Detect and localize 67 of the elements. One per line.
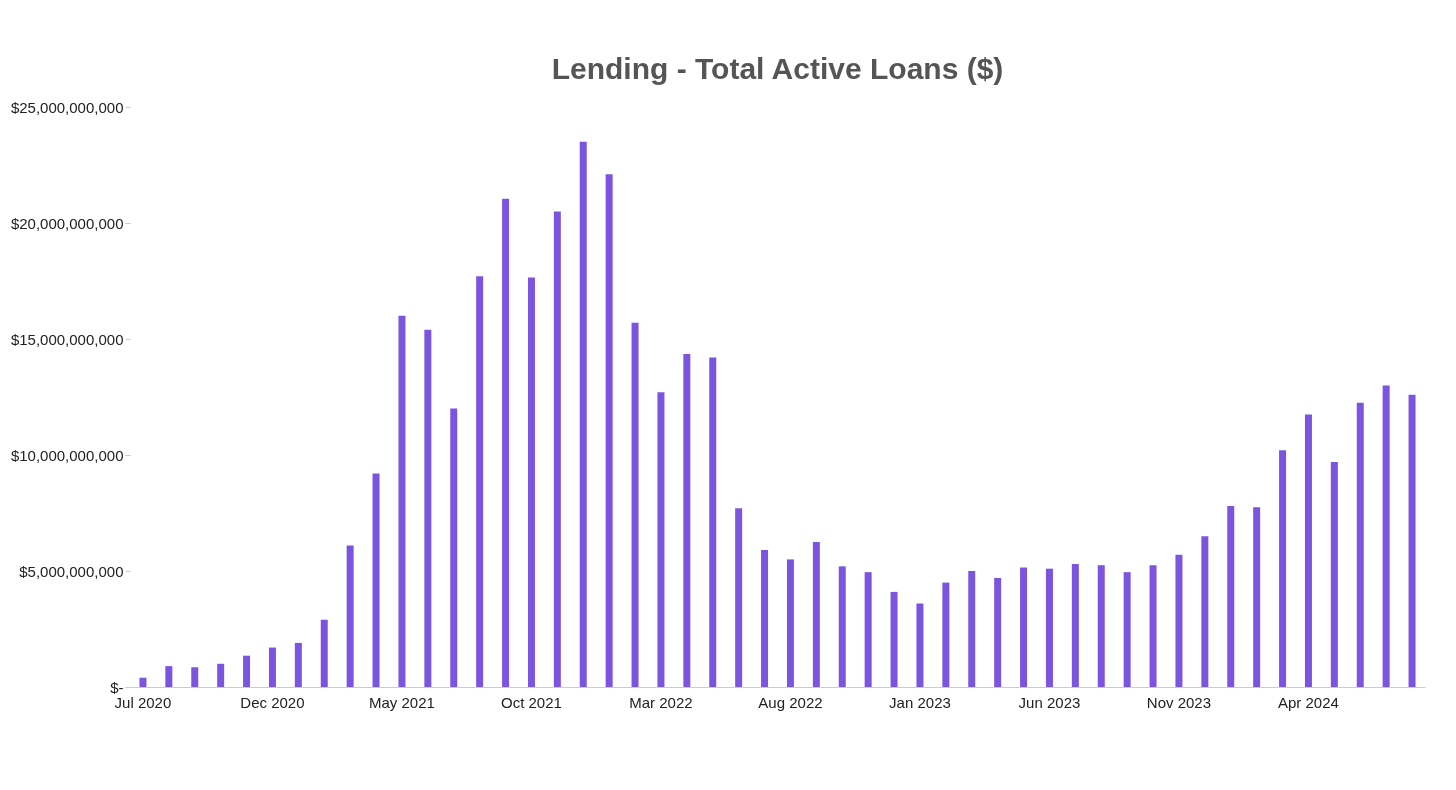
bar bbox=[320, 619, 328, 687]
x-tick-label: Nov 2023 bbox=[1146, 693, 1212, 711]
x-tick-label: Dec 2020 bbox=[240, 693, 305, 711]
bar bbox=[1279, 450, 1287, 687]
x-tick-label: May 2021 bbox=[369, 693, 435, 711]
y-tick-label: $- bbox=[110, 678, 124, 696]
y-tick-label: $10,000,000,000 bbox=[10, 446, 124, 464]
bar bbox=[1175, 554, 1183, 687]
bar bbox=[631, 322, 639, 687]
bar bbox=[657, 392, 665, 687]
bar bbox=[838, 566, 846, 687]
bar bbox=[683, 354, 691, 687]
bar bbox=[1071, 564, 1079, 687]
bar bbox=[398, 315, 406, 687]
bar bbox=[1330, 461, 1338, 687]
y-tick-label: $25,000,000,000 bbox=[10, 98, 124, 116]
x-tick-label: Mar 2022 bbox=[629, 693, 693, 711]
bar bbox=[1201, 536, 1209, 687]
bar bbox=[786, 559, 794, 687]
y-tick-label: $15,000,000,000 bbox=[10, 330, 124, 348]
bar bbox=[916, 603, 924, 687]
bar bbox=[1253, 507, 1261, 687]
bar bbox=[1304, 414, 1312, 687]
bar bbox=[1123, 572, 1131, 687]
bar bbox=[553, 211, 561, 687]
bar bbox=[243, 655, 251, 687]
bar bbox=[268, 647, 276, 687]
bar bbox=[890, 591, 898, 687]
bar bbox=[761, 550, 769, 687]
bar bbox=[1227, 506, 1235, 687]
bar bbox=[346, 545, 354, 687]
x-tick-label: Jan 2023 bbox=[889, 693, 951, 711]
bar bbox=[942, 582, 950, 687]
bar bbox=[1020, 567, 1028, 687]
bar bbox=[579, 141, 587, 687]
bar bbox=[968, 571, 976, 687]
bar bbox=[994, 577, 1002, 687]
bar bbox=[709, 357, 717, 687]
x-tick-label: Oct 2021 bbox=[501, 693, 562, 711]
y-tick-label: $20,000,000,000 bbox=[10, 214, 124, 232]
y-tick-label: $5,000,000,000 bbox=[19, 562, 124, 580]
bar bbox=[294, 642, 302, 687]
bar bbox=[165, 666, 173, 687]
x-tick-label: Jun 2023 bbox=[1018, 693, 1081, 711]
bar bbox=[1097, 565, 1105, 687]
bar bbox=[605, 174, 613, 687]
bar bbox=[191, 667, 199, 687]
bar bbox=[1045, 568, 1053, 687]
x-tick-label: Apr 2024 bbox=[1278, 693, 1339, 711]
x-tick-label: Aug 2022 bbox=[758, 693, 823, 711]
bar bbox=[1356, 402, 1364, 687]
bar bbox=[476, 276, 484, 687]
bar bbox=[372, 473, 380, 687]
bar bbox=[1408, 394, 1416, 687]
x-tick-label: Jul 2020 bbox=[114, 693, 172, 711]
bar bbox=[1149, 565, 1157, 687]
bar bbox=[1382, 385, 1390, 687]
bar bbox=[424, 329, 432, 687]
bar bbox=[735, 508, 743, 687]
bar bbox=[139, 677, 147, 687]
bar bbox=[812, 542, 820, 687]
chart-title: Lending - Total Active Loans ($) bbox=[551, 52, 1004, 85]
bar bbox=[864, 572, 872, 687]
bar bbox=[527, 277, 535, 687]
bar bbox=[450, 408, 458, 687]
bar bbox=[502, 198, 510, 687]
bar bbox=[217, 663, 225, 687]
